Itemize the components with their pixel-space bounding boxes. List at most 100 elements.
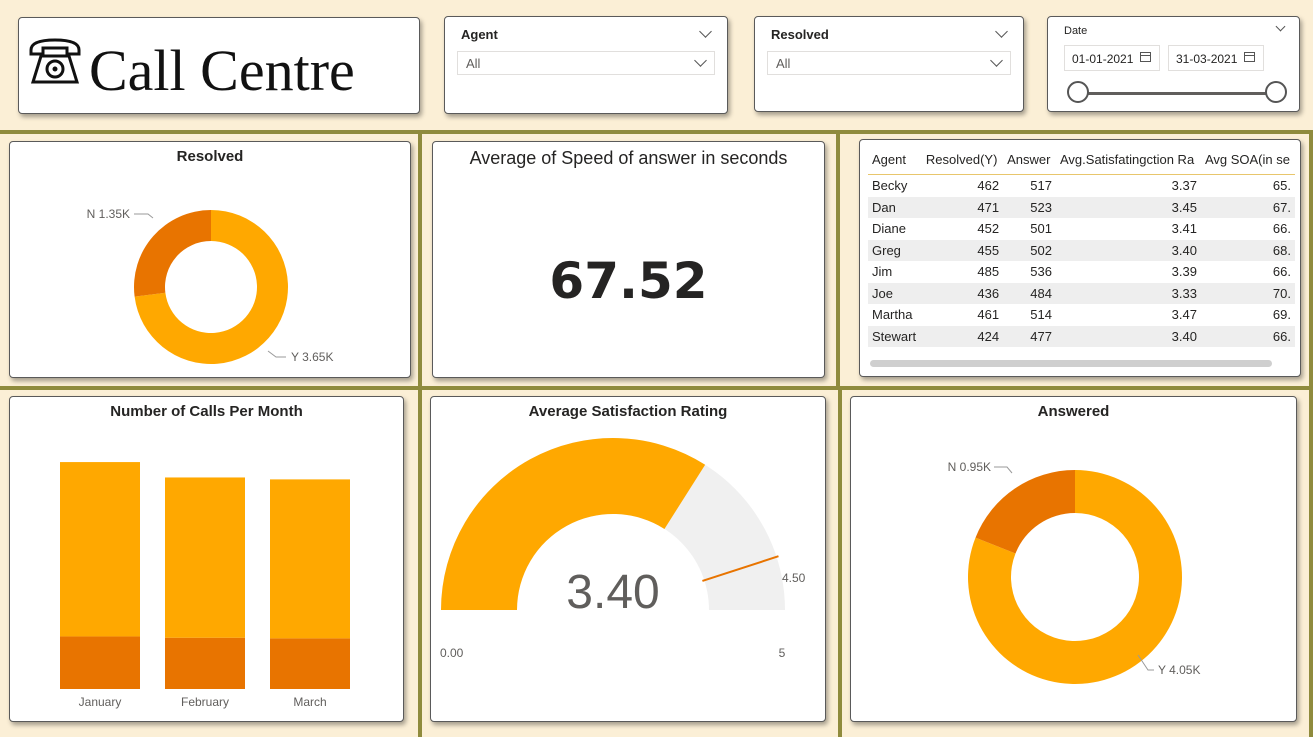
calendar-icon[interactable] <box>1140 52 1151 62</box>
speed-kpi-title: Average of Speed of answer in seconds <box>469 148 788 168</box>
telephone-icon <box>29 38 81 84</box>
gauge-target-label: 4.50 <box>782 571 806 585</box>
column-header[interactable]: Agent <box>868 144 922 175</box>
date-start-value: 01-01-2021 <box>1072 52 1134 66</box>
date-slicer[interactable]: Date 01-01-2021 31-03-2021 <box>1047 16 1300 112</box>
resolved-donut-card: Resolved N 1.35K Y 3.65K <box>9 141 411 378</box>
table-cell: 514 <box>1030 307 1052 323</box>
table-cell: 485 <box>977 264 1000 280</box>
grid-line-middle <box>0 386 1313 390</box>
table-cell: 3.47 <box>1171 307 1197 323</box>
table-cell: 65. <box>1272 178 1291 194</box>
table-cell: 484 <box>1003 282 1056 304</box>
donut-slice-n <box>975 470 1075 554</box>
table-cell: 424 <box>921 325 1004 347</box>
calls-chart-title: Number of Calls Per Month <box>110 403 303 420</box>
table-cell: 462 <box>977 178 1000 194</box>
calendar-icon[interactable] <box>1244 52 1255 62</box>
answered-donut-chart: N 0.95K Y 4.05K <box>948 460 1200 684</box>
column-header[interactable]: Avg SOA(in se <box>1200 144 1295 175</box>
column-header[interactable]: Avg.Satisfatingction Ra <box>1056 144 1201 175</box>
table-cell: Diane <box>872 221 906 237</box>
leader-line <box>1137 654 1154 671</box>
table-row[interactable]: Diane 452 501 3.41 66. <box>868 218 1295 240</box>
agent-dropdown-value: All <box>466 56 481 71</box>
chevron-down-icon[interactable] <box>699 25 712 38</box>
column-header[interactable]: Answer <box>1003 144 1056 175</box>
chevron-down-icon[interactable] <box>995 25 1008 38</box>
leader-line <box>134 213 154 219</box>
speed-kpi-value: 67.52 <box>549 252 708 310</box>
gauge-value-arc <box>441 438 706 610</box>
table-row[interactable]: Greg 455 502 3.40 68. <box>868 239 1295 261</box>
table-cell: 3.40 <box>1056 239 1201 261</box>
date-start-input[interactable]: 01-01-2021 <box>1064 45 1160 71</box>
table-row[interactable]: Joe 436 484 3.33 70. <box>868 282 1295 304</box>
table-row[interactable]: Stewart 424 477 3.40 66. <box>868 325 1295 347</box>
x-tick-label: January <box>79 695 122 709</box>
column-header[interactable]: Resolved(Y) <box>921 144 1004 175</box>
donut-slice-y <box>968 470 1182 684</box>
speed-kpi-card: Average of Speed of answer in seconds 67… <box>432 141 825 378</box>
table-header-row: Agent Resolved(Y) Answer Avg.Satisfatingcti… <box>868 144 1295 175</box>
answered-donut-card: Answered N 0.95K Y 4.05K <box>850 396 1297 722</box>
resolved-dropdown[interactable]: All <box>767 51 1011 75</box>
table-cell: 70. <box>1200 282 1295 304</box>
table-cell: 436 <box>921 282 1004 304</box>
leader-line <box>994 466 1013 474</box>
agent-table-card: Agent Resolved(Y) Answer Avg.Satisfatingcti… <box>859 139 1301 377</box>
date-end-value: 31-03-2021 <box>1176 52 1238 66</box>
table-cell: 3.39 <box>1171 264 1197 280</box>
date-range-track[interactable] <box>1078 92 1276 95</box>
table-row[interactable]: Martha 461 514 3.47 69. <box>868 304 1295 326</box>
bar-january-segment-0 <box>60 636 140 689</box>
x-tick-label: February <box>181 695 229 709</box>
table-cell: 502 <box>1003 239 1056 261</box>
gauge-title: Average Satisfaction Rating <box>528 403 728 420</box>
agent-slicer[interactable]: Agent All <box>444 16 728 114</box>
gauge-value-label: 3.40 <box>566 566 659 619</box>
bar-march-segment-1 <box>270 479 350 639</box>
calls-chart-card: Number of Calls Per Month January Februar… <box>9 396 404 722</box>
bar-january-segment-1 <box>60 462 140 637</box>
data-label: Y 3.65K <box>291 350 333 364</box>
table-cell: Greg <box>868 239 922 261</box>
bar-february-segment-0 <box>165 637 245 689</box>
date-range-start-handle[interactable] <box>1067 81 1089 103</box>
data-label: Y 4.05K <box>1158 663 1200 677</box>
resolved-slicer[interactable]: Resolved All <box>754 16 1024 112</box>
table-cell: 471 <box>921 196 1004 218</box>
table-row[interactable]: Becky 462 517 3.37 65. <box>868 175 1295 197</box>
agent-table-viewport: Agent Resolved(Y) Answer Avg.Satisfatingcti… <box>860 140 1295 355</box>
agent-slicer-label: Agent <box>461 27 498 42</box>
date-range-end-handle[interactable] <box>1265 81 1287 103</box>
agent-dropdown[interactable]: All <box>457 51 715 75</box>
satisfaction-gauge: 3.40 0.00 5 4.50 <box>440 438 806 660</box>
table-cell: 3.33 <box>1056 282 1201 304</box>
table-horizontal-scrollbar[interactable] <box>870 360 1272 367</box>
table-cell: 69. <box>1272 307 1291 323</box>
resolved-dropdown-value: All <box>776 56 791 71</box>
table-cell: 3.45 <box>1056 196 1201 218</box>
grid-line-right <box>1309 132 1313 737</box>
gauge-max-label: 5 <box>779 646 786 660</box>
table-cell: Martha <box>872 307 913 323</box>
page-title: Call Centre <box>89 38 355 103</box>
table-cell: 3.37 <box>1171 178 1197 194</box>
table-row[interactable]: Dan 471 523 3.45 67. <box>868 196 1295 218</box>
table-cell: 523 <box>1003 196 1056 218</box>
table-cell: 455 <box>921 239 1004 261</box>
table-cell: 452 <box>977 221 1000 237</box>
chevron-down-icon[interactable] <box>1275 21 1286 32</box>
table-cell: 517 <box>1030 178 1052 194</box>
bar-february-segment-1 <box>165 477 245 638</box>
date-end-input[interactable]: 31-03-2021 <box>1168 45 1264 71</box>
data-label: N 0.95K <box>948 460 991 474</box>
table-row[interactable]: Jim 485 536 3.39 66. <box>868 261 1295 283</box>
leader-line <box>267 350 286 358</box>
grid-line-v1 <box>418 132 422 737</box>
table-cell: 461 <box>977 307 1000 323</box>
grid-line-v3 <box>838 388 842 737</box>
table-cell: Dan <box>868 196 922 218</box>
table-cell: 66. <box>1200 325 1295 347</box>
